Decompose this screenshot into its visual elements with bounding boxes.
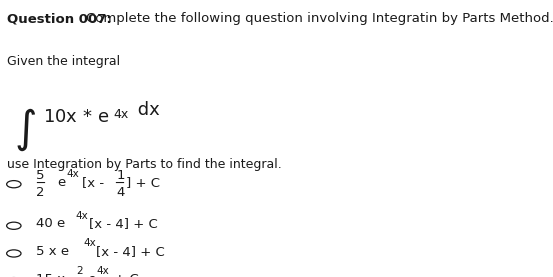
Text: 4: 4 xyxy=(116,186,124,199)
Text: ─: ─ xyxy=(115,177,123,190)
Text: [x - 4] + C: [x - 4] + C xyxy=(96,245,165,258)
Text: Complete the following question involving Integratin by Parts Method.: Complete the following question involvin… xyxy=(86,12,553,25)
Text: 15 x: 15 x xyxy=(36,273,65,277)
Text: e: e xyxy=(84,273,96,277)
Text: [x -: [x - xyxy=(82,176,104,189)
Text: 4x: 4x xyxy=(97,266,109,276)
Text: e: e xyxy=(57,176,65,189)
Text: 10x $*$ e: 10x $*$ e xyxy=(43,108,109,126)
Text: 1: 1 xyxy=(116,169,124,182)
Text: dx: dx xyxy=(132,101,159,119)
Text: 4x: 4x xyxy=(76,211,88,220)
Text: Given the integral: Given the integral xyxy=(7,55,120,68)
Text: 4x: 4x xyxy=(83,238,96,248)
Text: 2: 2 xyxy=(76,266,83,276)
Text: ] + C: ] + C xyxy=(126,176,160,189)
Text: 5: 5 xyxy=(36,169,44,182)
Text: [x - 4] + C: [x - 4] + C xyxy=(89,217,158,230)
Text: 4x: 4x xyxy=(67,169,80,179)
Text: 40 e: 40 e xyxy=(36,217,65,230)
Text: 2: 2 xyxy=(36,186,44,199)
Text: ─: ─ xyxy=(36,177,44,190)
Text: 4x: 4x xyxy=(113,108,129,121)
Text: 5 x e: 5 x e xyxy=(36,245,69,258)
Text: Question 007:: Question 007: xyxy=(7,12,111,25)
Text: + C: + C xyxy=(110,273,139,277)
Text: use Integration by Parts to find the integral.: use Integration by Parts to find the int… xyxy=(7,158,281,171)
Text: $\int$: $\int$ xyxy=(14,107,36,153)
